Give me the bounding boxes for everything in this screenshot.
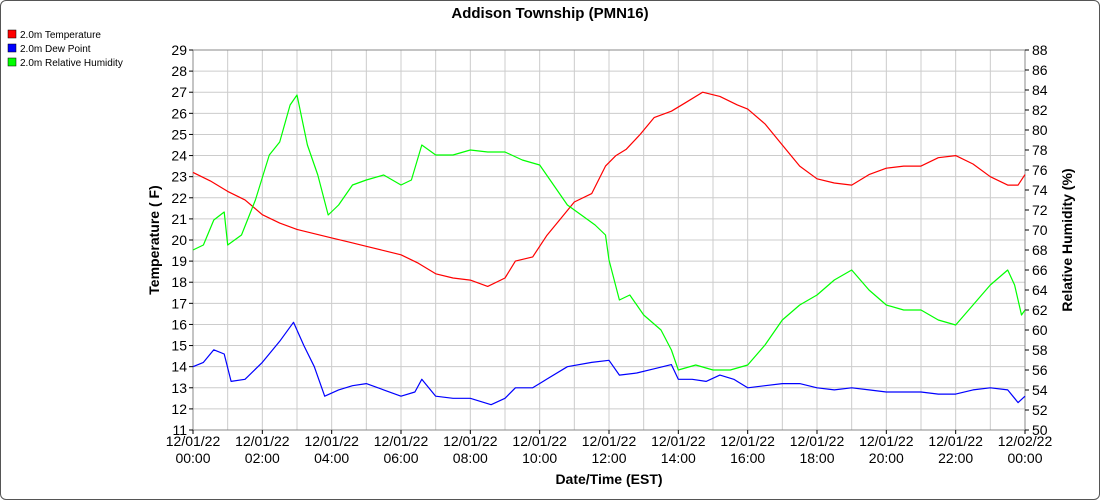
- x-tick-time: 22:00: [938, 450, 973, 466]
- left-tick-label: 20: [171, 232, 187, 248]
- right-tick-label: 68: [1032, 242, 1048, 258]
- legend-swatch: [7, 57, 17, 67]
- legend: 2.0m Temperature 2.0m Dew Point 2.0m Relat…: [7, 29, 123, 69]
- left-tick-label: 17: [171, 295, 187, 311]
- left-tick-label: 26: [171, 105, 187, 121]
- legend-label: 2.0m Temperature: [20, 30, 101, 41]
- left-tick-label: 12: [171, 401, 187, 417]
- x-tick-date: 12/01/22: [512, 433, 567, 449]
- x-tick-date: 12/01/22: [928, 433, 983, 449]
- left-tick-label: 23: [171, 169, 187, 185]
- x-axis-title: Date/Time (EST): [555, 471, 662, 487]
- x-tick-time: 20:00: [869, 450, 904, 466]
- legend-label: 2.0m Dew Point: [20, 44, 91, 55]
- right-tick-label: 50: [1032, 422, 1048, 438]
- left-tick-label: 18: [171, 274, 187, 290]
- right-tick-label: 88: [1032, 42, 1048, 58]
- x-tick-date: 12/02/22: [998, 433, 1053, 449]
- right-tick-label: 60: [1032, 322, 1048, 338]
- left-tick-label: 11: [172, 422, 187, 438]
- left-tick-label: 16: [171, 316, 187, 332]
- left-tick-label: 29: [171, 42, 187, 58]
- x-tick-time: 04:00: [314, 450, 349, 466]
- left-tick-label: 27: [171, 84, 187, 100]
- left-tick-label: 19: [171, 253, 187, 269]
- x-tick-date: 12/01/22: [859, 433, 914, 449]
- x-tick-date: 12/01/22: [166, 433, 221, 449]
- x-tick-time: 16:00: [730, 450, 765, 466]
- right-tick-label: 54: [1032, 382, 1048, 398]
- left-tick-label: 13: [171, 380, 187, 396]
- left-tick-label: 21: [171, 211, 187, 227]
- right-tick-label: 62: [1032, 302, 1048, 318]
- right-tick-label: 78: [1032, 142, 1048, 158]
- x-tick-time: 00:00: [1007, 450, 1042, 466]
- x-axis-ticks: 12/01/2200:0012/01/2202:0012/01/2204:001…: [166, 430, 1053, 466]
- right-tick-label: 82: [1032, 102, 1048, 118]
- right-tick-label: 52: [1032, 402, 1048, 418]
- x-tick-date: 12/01/22: [582, 433, 637, 449]
- right-tick-label: 80: [1032, 122, 1048, 138]
- right-tick-label: 84: [1032, 82, 1048, 98]
- x-tick-date: 12/01/22: [651, 433, 706, 449]
- x-tick-time: 08:00: [453, 450, 488, 466]
- series-line-2-0m-dew-point: [192, 321, 1026, 406]
- right-tick-label: 70: [1032, 222, 1048, 238]
- x-tick-time: 00:00: [175, 450, 210, 466]
- x-tick-time: 10:00: [522, 450, 557, 466]
- left-tick-label: 15: [171, 338, 187, 354]
- right-tick-label: 76: [1032, 162, 1048, 178]
- x-tick-time: 06:00: [383, 450, 418, 466]
- x-tick-date: 12/01/22: [443, 433, 498, 449]
- x-tick-date: 12/01/22: [790, 433, 845, 449]
- left-tick-label: 22: [171, 190, 187, 206]
- series-line-2-0m-relative-humidity: [192, 94, 1026, 371]
- series-line-2-0m-temperature: [192, 91, 1026, 287]
- right-tick-label: 72: [1032, 202, 1048, 218]
- x-tick-date: 12/01/22: [374, 433, 429, 449]
- right-axis-title: Relative Humidity (%): [1059, 168, 1075, 311]
- x-tick-date: 12/01/22: [304, 433, 359, 449]
- left-tick-label: 28: [171, 63, 187, 79]
- chart-title: Addison Township (PMN16): [451, 5, 648, 22]
- legend-swatch: [7, 29, 17, 39]
- left-tick-label: 14: [171, 359, 187, 375]
- x-tick-date: 12/01/22: [235, 433, 290, 449]
- legend-swatch: [7, 43, 17, 53]
- left-tick-label: 25: [171, 126, 187, 142]
- right-axis-ticks: 50 52 54 56 58 60 62 64 66 68 70 72 74 76 78 80 82 84 86 88: [1025, 42, 1048, 438]
- series-group: [192, 91, 1026, 406]
- left-axis-title: Temperature ( F): [146, 185, 162, 294]
- x-tick-time: 12:00: [591, 450, 626, 466]
- x-tick-date: 12/01/22: [720, 433, 775, 449]
- right-tick-label: 64: [1032, 282, 1048, 298]
- right-tick-label: 66: [1032, 262, 1048, 278]
- x-tick-time: 14:00: [661, 450, 696, 466]
- right-tick-label: 74: [1032, 182, 1048, 198]
- left-tick-label: 24: [171, 148, 187, 164]
- right-tick-label: 86: [1032, 62, 1048, 78]
- grid: [192, 49, 1026, 431]
- x-tick-time: 02:00: [245, 450, 280, 466]
- right-tick-label: 56: [1032, 362, 1048, 378]
- legend-label: 2.0m Relative Humidity: [20, 58, 123, 69]
- left-axis-ticks: 11 12 13 14 15 16 17 18 19 20 21 22 23 24 25 26 27 28 29: [171, 42, 193, 438]
- right-tick-label: 58: [1032, 342, 1048, 358]
- x-tick-time: 18:00: [799, 450, 834, 466]
